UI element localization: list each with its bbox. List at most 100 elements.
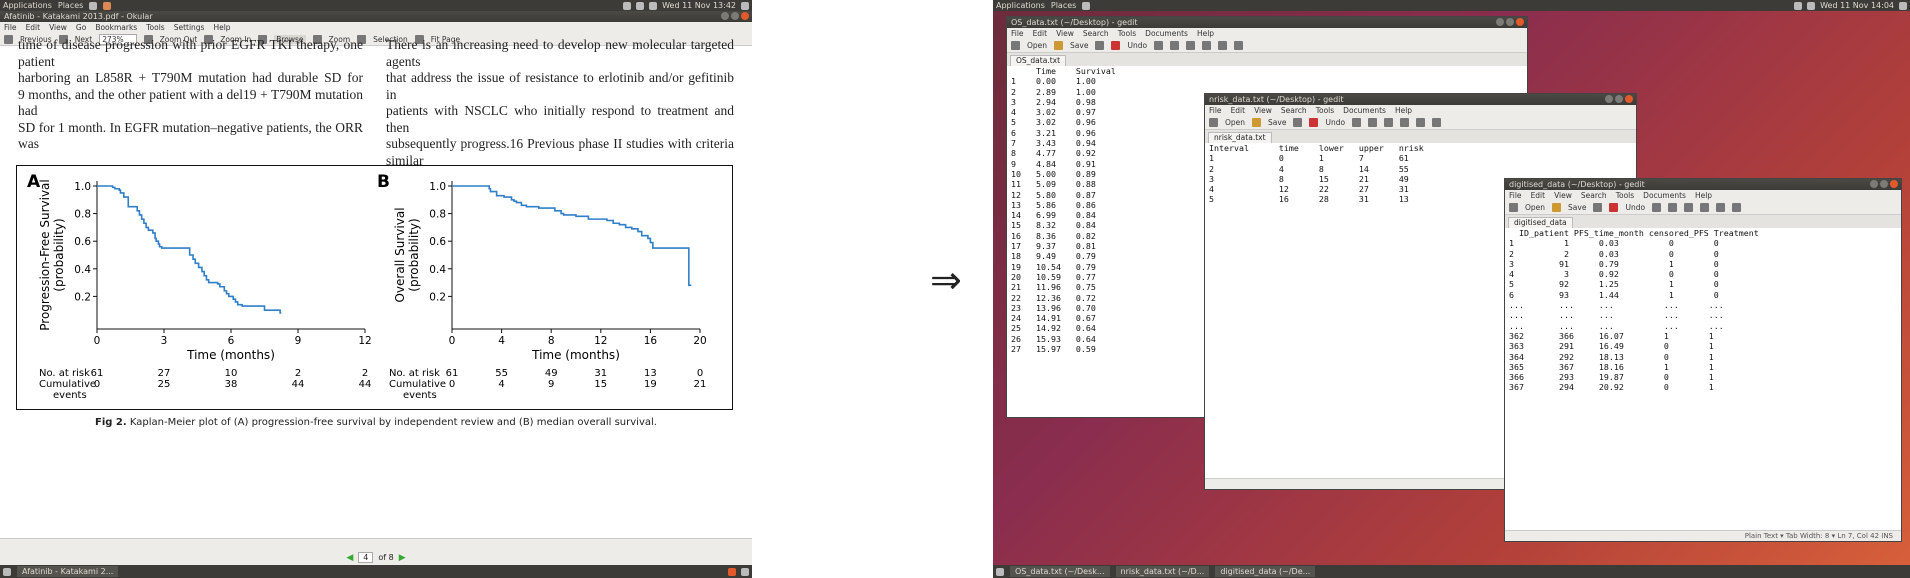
redo-icon[interactable]	[1652, 203, 1662, 212]
text-line[interactable]: 25 14.92 0.64	[1011, 323, 1096, 334]
menu-view[interactable]: View	[1554, 191, 1572, 200]
menu-tools[interactable]: Tools	[1615, 191, 1635, 200]
save-button[interactable]: Save	[1568, 203, 1587, 212]
places-menu[interactable]: Places	[57, 1, 84, 10]
menu-search[interactable]: Search	[1082, 29, 1109, 38]
previous-button[interactable]: Previous	[20, 34, 52, 44]
maximize-button[interactable]	[1506, 18, 1514, 26]
text-line[interactable]: 6 3.21 0.96	[1011, 127, 1096, 138]
text-line[interactable]: 17 9.37 0.81	[1011, 241, 1096, 252]
replace-icon[interactable]	[1732, 203, 1742, 212]
menu-search[interactable]: Search	[1280, 106, 1307, 115]
next-icon[interactable]	[58, 34, 68, 44]
text-line[interactable]: 16 8.36 0.82	[1011, 230, 1096, 241]
nrisk-text-body[interactable]: 1 0 1 7 61 2 4 8 14 55 3 8 15 21 49 4 12 22…	[1205, 153, 1636, 204]
selection-button[interactable]: Selection	[373, 34, 408, 44]
menu-documents[interactable]: Documents	[1343, 106, 1386, 115]
show-desktop-icon[interactable]	[3, 567, 11, 576]
menu-documents[interactable]: Documents	[1145, 29, 1188, 38]
print-icon[interactable]	[1593, 203, 1603, 212]
menu-edit[interactable]: Edit	[1032, 29, 1048, 38]
taskbar-item[interactable]: OS_data.txt (~/Desk...	[1010, 566, 1110, 577]
text-line[interactable]: 1 0.00 1.00	[1011, 76, 1096, 87]
mail-icon[interactable]	[636, 1, 645, 10]
undo-icon[interactable]	[1609, 203, 1619, 212]
browser-icon[interactable]	[103, 1, 112, 10]
show-desktop-icon[interactable]	[996, 567, 1004, 576]
power-icon[interactable]	[741, 1, 749, 10]
text-line[interactable]: 7 3.43 0.94	[1011, 138, 1096, 149]
zoom-in-icon[interactable]	[204, 34, 214, 44]
open-button[interactable]: Open	[1027, 41, 1048, 50]
zoom-in-button[interactable]: Zoom In	[220, 34, 252, 44]
replace-icon[interactable]	[1234, 41, 1244, 50]
text-line[interactable]: 3 2.94 0.98	[1011, 96, 1096, 107]
minimize-button[interactable]	[1870, 180, 1878, 188]
cut-icon[interactable]	[1368, 118, 1378, 127]
text-line[interactable]: 365 367 18.16 1 1	[1509, 361, 1714, 372]
menu-settings[interactable]: Settings	[173, 23, 205, 32]
digit-titlebar[interactable]: digitised_data (~/Desktop) - gedit	[1505, 179, 1901, 190]
find-icon[interactable]	[1716, 203, 1726, 212]
menu-file[interactable]: File	[4, 23, 17, 32]
minimize-button[interactable]	[1605, 95, 1613, 103]
text-line[interactable]: 18 9.49 0.79	[1011, 251, 1096, 262]
os-text-body[interactable]: 1 0.00 1.00 2 2.89 1.00 3 2.94 0.98 4 3.02 …	[1007, 76, 1527, 354]
replace-icon[interactable]	[1432, 118, 1442, 127]
nrisk-titlebar[interactable]: nrisk_data.txt (~/Desktop) - gedit	[1205, 94, 1636, 105]
cut-icon[interactable]	[1170, 41, 1180, 50]
browse-button[interactable]: Browse	[274, 34, 306, 44]
applications-menu[interactable]: Applications	[3, 1, 52, 10]
text-line[interactable]: 11 5.09 0.88	[1011, 179, 1096, 190]
text-line[interactable]: 363 291 16.49 0 1	[1509, 341, 1714, 352]
undo-button[interactable]: Undo	[1325, 118, 1346, 127]
os-titlebar[interactable]: OS_data.txt (~/Desktop) - gedit	[1007, 17, 1527, 28]
nrisk-text-header[interactable]: Interval time lower upper nrisk	[1209, 143, 1424, 153]
os-text-header[interactable]: Time Survival	[1011, 66, 1116, 76]
maximize-button[interactable]	[1615, 95, 1623, 103]
copy-icon[interactable]	[1384, 118, 1394, 127]
text-line[interactable]: 4 3 0.92 0 0	[1509, 269, 1719, 280]
volume-icon[interactable]	[1807, 1, 1816, 10]
save-button[interactable]: Save	[1070, 41, 1089, 50]
text-line[interactable]: 1 0 1 7 61	[1209, 153, 1409, 164]
menu-view[interactable]: View	[1254, 106, 1272, 115]
zoom-out-button[interactable]: Zoom Out	[159, 34, 198, 44]
fit-page-button[interactable]: Fit Page	[430, 34, 461, 44]
network-icon[interactable]	[1794, 1, 1803, 10]
save-icon[interactable]	[1552, 203, 1562, 212]
text-line[interactable]: 14 6.99 0.84	[1011, 210, 1096, 221]
copy-icon[interactable]	[1684, 203, 1694, 212]
undo-icon[interactable]	[1309, 118, 1319, 127]
close-button[interactable]	[741, 12, 749, 20]
text-line[interactable]: ... ... ... ... ...	[1509, 310, 1724, 321]
text-line[interactable]: ... ... ... ... ...	[1509, 320, 1724, 331]
text-line[interactable]: 5 16 28 31 13	[1209, 194, 1409, 205]
text-line[interactable]: 21 11.96 0.75	[1011, 282, 1096, 293]
close-button[interactable]	[1625, 95, 1633, 103]
text-line[interactable]: 9 4.84 0.91	[1011, 158, 1096, 169]
menu-view[interactable]: View	[49, 23, 67, 32]
menu-edit[interactable]: Edit	[25, 23, 41, 32]
zoom-select[interactable]: 273%	[99, 33, 137, 45]
menu-edit[interactable]: Edit	[1530, 191, 1546, 200]
menu-tools[interactable]: Tools	[1117, 29, 1137, 38]
redo-icon[interactable]	[1352, 118, 1362, 127]
undo-icon[interactable]	[1111, 41, 1121, 50]
window-titlebar[interactable]: Afatinib - Katakami 2013.pdf - Okular	[0, 11, 752, 22]
menu-bookmarks[interactable]: Bookmarks	[95, 23, 138, 32]
zoom-tool-icon[interactable]	[312, 34, 322, 44]
browse-icon[interactable]	[258, 34, 268, 44]
menu-tools[interactable]: Tools	[146, 23, 165, 32]
trash-icon[interactable]	[741, 567, 749, 576]
text-line[interactable]: 22 12.36 0.72	[1011, 292, 1096, 303]
minimize-button[interactable]	[721, 12, 729, 20]
text-line[interactable]: 362 366 16.07 1 1	[1509, 330, 1714, 341]
digit-statusbar[interactable]: Plain Text ▾ Tab Width: 8 ▾ Ln 7, Col 42…	[1505, 530, 1901, 541]
text-line[interactable]: 6 93 1.44 1 0	[1509, 289, 1719, 300]
selection-icon[interactable]	[357, 34, 367, 44]
menu-tools[interactable]: Tools	[1315, 106, 1335, 115]
save-icon[interactable]	[1252, 118, 1262, 127]
text-line[interactable]: 27 15.97 0.59	[1011, 344, 1096, 355]
previous-icon[interactable]	[4, 34, 13, 44]
